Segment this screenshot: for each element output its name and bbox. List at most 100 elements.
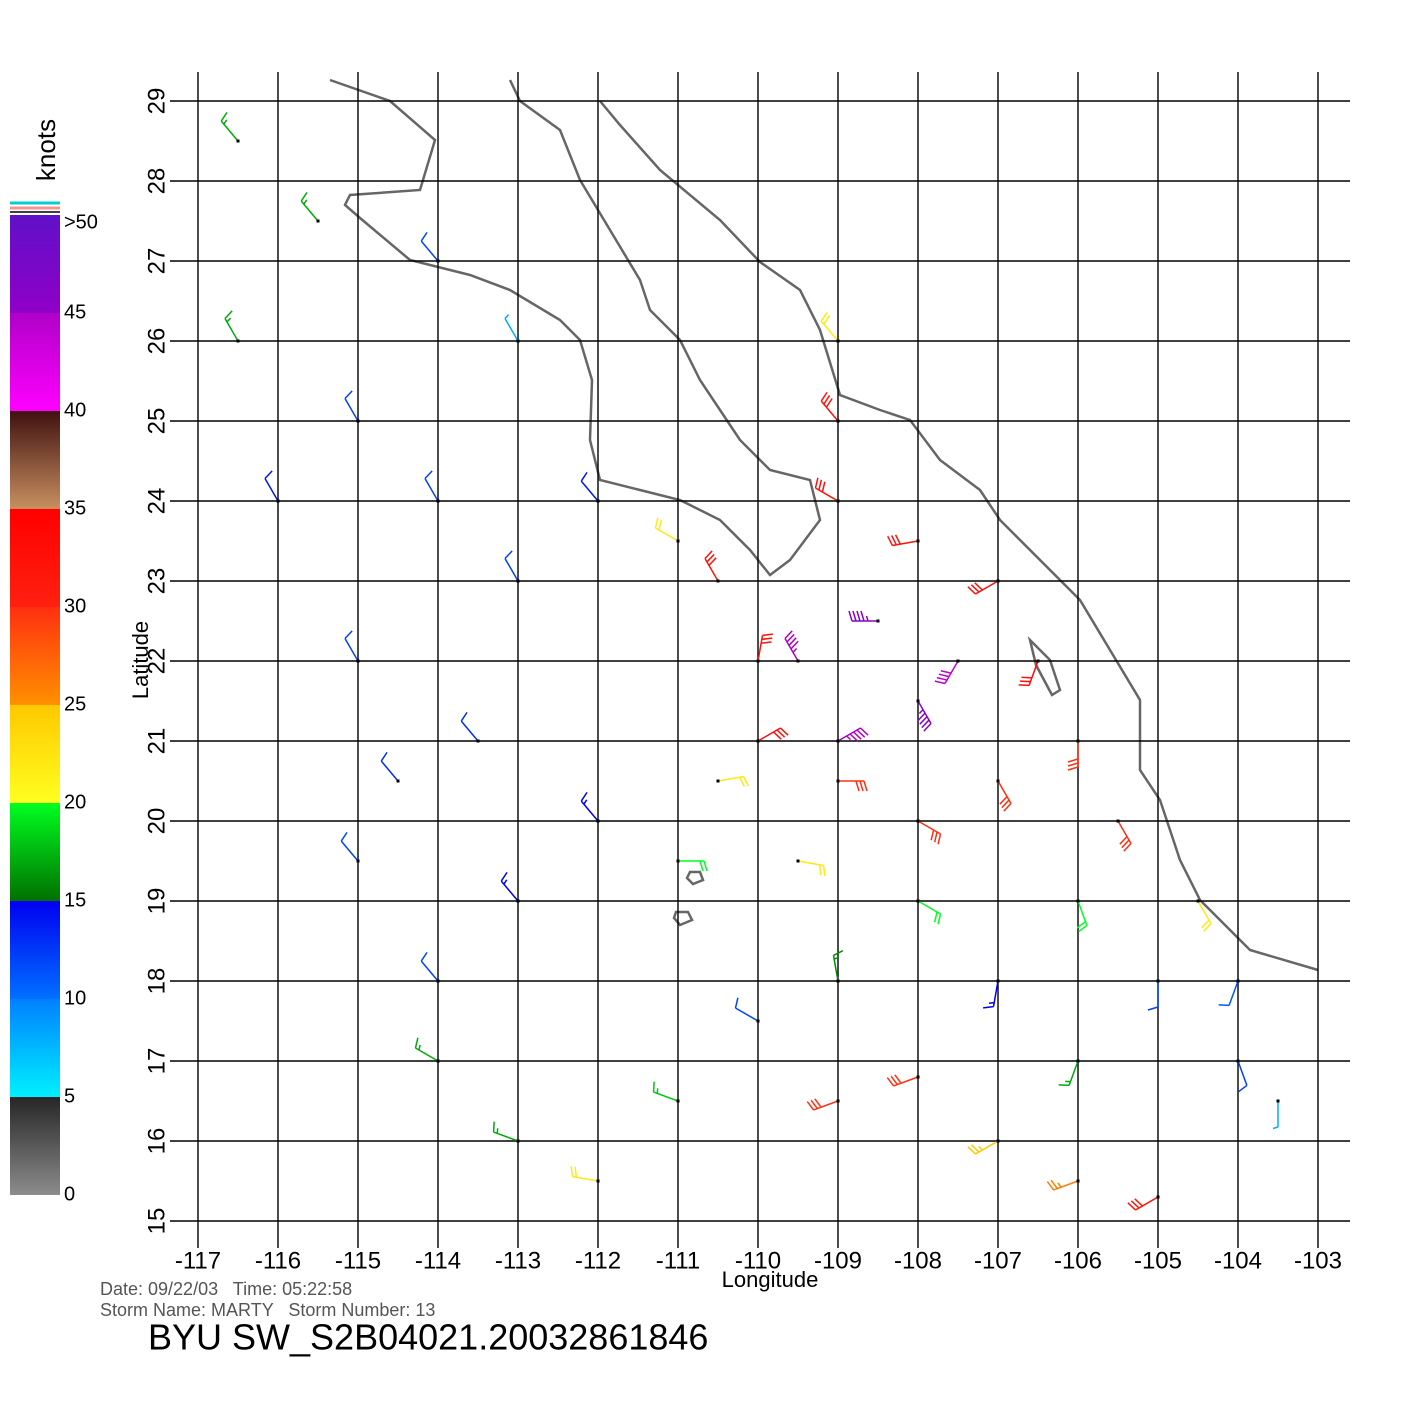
barb-staff	[492, 1121, 519, 1142]
wind-barb	[967, 579, 1000, 595]
barb-staff	[220, 111, 239, 142]
colorbar-band	[10, 999, 60, 1097]
barb-staff	[1197, 900, 1212, 932]
barb-base	[796, 859, 800, 863]
barb-base	[1116, 819, 1120, 823]
barb-staff	[1076, 900, 1088, 933]
wind-barb	[424, 470, 440, 503]
barb-base	[516, 1139, 520, 1143]
barb-base	[436, 1059, 440, 1063]
barb-staff	[838, 780, 868, 792]
x-tick-label: -113	[495, 1247, 541, 1274]
barb-base	[916, 819, 920, 823]
barb-base	[1076, 1059, 1080, 1063]
x-axis-label: Longitude	[722, 1267, 819, 1292]
barb-base	[1196, 899, 1200, 903]
x-tick-label: -115	[335, 1247, 381, 1274]
x-tick-label: -110	[735, 1247, 781, 1274]
barb-staff	[934, 660, 959, 685]
wind-barb	[1046, 1179, 1080, 1191]
y-tick-label: 17	[143, 1048, 170, 1075]
wind-barb	[886, 1074, 920, 1087]
y-tick-label: 28	[143, 168, 170, 195]
barb-staff	[757, 633, 773, 662]
x-tick-label: -112	[575, 1247, 621, 1274]
wind-barb	[934, 659, 960, 685]
barb-staff	[848, 610, 878, 622]
wind-barb	[652, 1081, 680, 1103]
colorbar-band	[10, 509, 60, 607]
y-tick-label: 20	[143, 808, 170, 835]
colorbar-label: knots	[31, 119, 61, 181]
barb-base	[996, 779, 1000, 783]
y-tick-label: 26	[143, 328, 170, 355]
wind-barb	[1076, 899, 1088, 933]
wind-barb	[300, 191, 320, 223]
x-tick-label: -109	[814, 1247, 862, 1274]
wind-barb	[420, 951, 440, 983]
barb-staff	[757, 727, 789, 742]
wind-barb	[264, 470, 280, 503]
barb-staff	[820, 391, 839, 422]
barb-base	[796, 659, 800, 663]
barb-base	[876, 619, 880, 623]
barb-base	[836, 1099, 840, 1103]
y-tick-label: 24	[143, 488, 170, 515]
wind-barb	[340, 831, 360, 863]
barb-staff	[917, 900, 942, 925]
barb-staff	[814, 477, 839, 502]
barb-staff	[967, 580, 999, 595]
barb-staff	[983, 980, 999, 1009]
wind-barb	[380, 751, 400, 783]
barb-staff	[504, 550, 519, 582]
x-tick-label: -103	[1294, 1247, 1342, 1274]
barb-staff	[797, 860, 826, 876]
barb-staff	[1237, 1060, 1248, 1093]
colorbar-tick-label: 15	[64, 889, 86, 911]
wind-barb	[832, 950, 844, 983]
barb-staff	[344, 630, 359, 662]
y-tick-label: 23	[143, 568, 170, 595]
colorbar-band	[10, 411, 60, 509]
barb-staff	[917, 820, 942, 845]
wind-barb	[796, 859, 826, 876]
barb-base	[516, 579, 520, 583]
barb-base	[756, 659, 760, 663]
barb-staff	[837, 727, 869, 742]
barb-staff	[580, 791, 599, 822]
wind-barb	[492, 1121, 520, 1143]
wind-barb	[1147, 979, 1160, 1011]
barb-staff	[500, 871, 519, 902]
wind-barb	[820, 391, 840, 423]
barb-base	[676, 539, 680, 543]
wind-barb	[916, 899, 942, 925]
barb-base	[1076, 1179, 1080, 1183]
barb-base	[516, 339, 520, 343]
barb-base	[1156, 979, 1160, 983]
barb-base	[396, 779, 400, 783]
barb-base	[596, 499, 600, 503]
wind-barb	[460, 711, 480, 743]
barb-staff	[1058, 1060, 1079, 1087]
island	[672, 635, 1062, 927]
wind-barb	[814, 477, 840, 503]
x-tick-label: -104	[1214, 1247, 1262, 1274]
wind-barb	[1218, 979, 1240, 1007]
y-axis-label: Latitude	[128, 621, 153, 699]
barb-base	[436, 259, 440, 263]
wind-barb	[500, 871, 520, 903]
barb-staff	[1046, 1179, 1079, 1191]
coastline	[599, 100, 1319, 972]
x-tick-label: -107	[974, 1247, 1022, 1274]
coastline	[329, 78, 822, 577]
wind-barb	[220, 111, 240, 143]
y-tick-label: 25	[143, 408, 170, 435]
barb-base	[756, 739, 760, 743]
colorbar-tick-label: 40	[64, 399, 86, 421]
wind-barb	[504, 550, 520, 583]
x-tick-label: -117	[175, 1247, 221, 1274]
colorbar-cap	[10, 201, 60, 213]
barb-staff	[570, 1166, 599, 1182]
